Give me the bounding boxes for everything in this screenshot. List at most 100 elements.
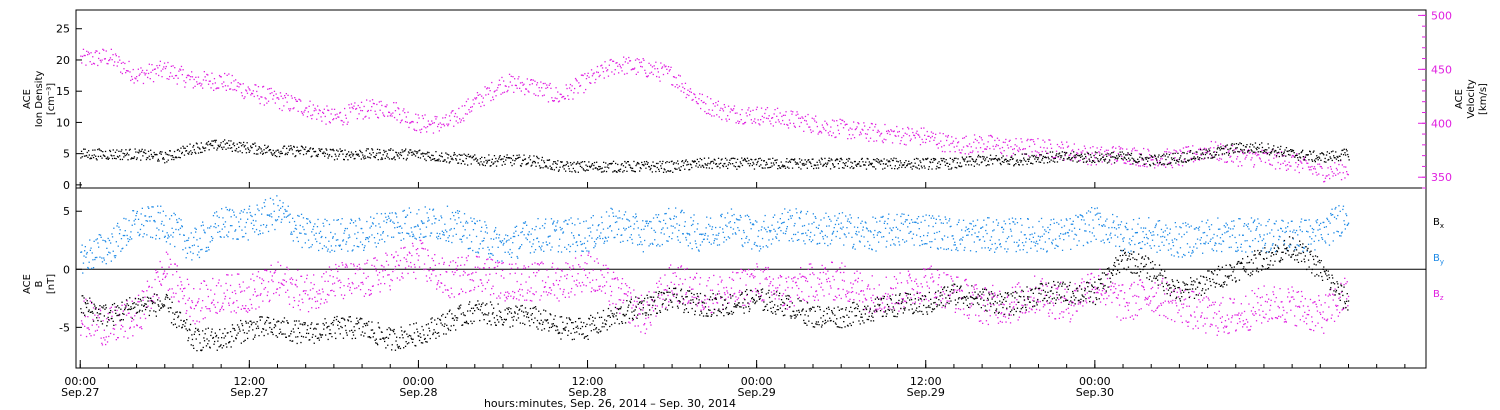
velocity-series-point [508,73,511,75]
by-series-point [938,230,941,233]
by-series-point [94,258,96,261]
by-series-point [111,233,113,235]
by-series-point [936,231,938,234]
velocity-series-point [92,62,95,64]
by-series-point [418,236,421,239]
density-series-point [669,170,671,173]
density-series-point [135,158,138,161]
velocity-series-point [891,142,894,144]
velocity-series-point [1297,164,1300,166]
velocity-series-point [1277,161,1279,164]
velocity-series-point [806,123,808,125]
velocity-series-point [1005,138,1007,141]
by-series-point [214,223,216,225]
density-series-point [151,155,153,157]
density-series-point [989,158,991,160]
density-series-point [938,161,940,163]
by-series-point [142,236,144,238]
density-series-point [937,167,939,169]
by-series-point [789,209,791,211]
by-series-point [449,229,451,231]
by-series-point [1025,241,1027,243]
density-series-point [1200,153,1202,155]
density-series-point [1209,150,1211,152]
by-series-point [829,218,831,220]
by-series-point [437,238,439,240]
density-series-point [289,148,291,150]
density-series-point [495,165,498,167]
density-series-point [505,159,507,161]
by-series-point [628,220,631,222]
velocity-series-point [782,114,785,116]
by-series-point [325,246,327,248]
velocity-series-point [779,112,781,114]
velocity-series-point [1078,160,1081,162]
by-series-point [794,233,797,236]
by-series-point [245,232,247,235]
velocity-series-point [1338,163,1340,166]
by-series-point [898,241,900,243]
density-series-point [494,161,496,163]
velocity-series-point [1052,157,1054,159]
velocity-series-point [1013,148,1015,150]
density-series-point [200,142,202,144]
density-series-point [1020,160,1023,162]
velocity-series-point [954,151,956,153]
density-series-point [1215,154,1217,156]
by-series-point [833,227,835,229]
velocity-series-point [741,109,743,111]
by-series-point [762,246,764,248]
by-series-point [657,214,660,216]
density-series-point [90,157,92,159]
velocity-series-point [584,73,586,75]
density-series-point [273,153,275,155]
velocity-series-point [817,133,819,135]
velocity-series-point [227,85,229,87]
velocity-series-point [476,92,479,94]
velocity-series-point [93,63,96,65]
by-series-point [832,230,835,233]
velocity-series-point [217,87,219,89]
by-series-point [480,230,482,232]
density-series-point [519,156,521,158]
velocity-series-point [754,118,756,120]
velocity-series-point [238,86,240,88]
velocity-series-point [144,74,146,76]
velocity-series-point [412,121,414,123]
by-series-point [541,225,544,227]
by-series-point [1097,212,1099,214]
velocity-series-point [792,111,794,113]
density-series-point [594,167,596,169]
density-series-point [319,149,321,151]
by-series-point [614,221,617,224]
density-series-point [771,165,773,167]
velocity-series-point [1146,166,1148,168]
by-series-point [475,251,477,253]
velocity-series-point [1278,152,1280,154]
by-series-point [884,220,886,222]
density-series-point [1223,147,1225,150]
by-series-point [378,239,381,241]
density-series-point [142,155,144,157]
by-series-point [401,227,403,229]
density-series-point [164,151,167,154]
velocity-series-point [602,71,605,73]
by-series-point [735,233,737,235]
by-series-point [410,227,412,229]
velocity-series-point [634,67,636,69]
by-series-point [995,248,997,250]
density-series-point [656,166,658,169]
velocity-series-point [173,77,175,79]
density-series-point [212,140,214,142]
b-axis-label-line: B [34,280,45,287]
velocity-series-point [683,88,686,90]
density-series-point [1070,158,1073,160]
velocity-series-point [853,137,856,139]
density-series-point [1197,158,1199,160]
by-series-point [406,214,409,216]
by-series-point [313,225,315,228]
velocity-series-point [264,97,266,99]
density-series-point [176,157,178,159]
by-series-point [815,217,817,219]
density-series-point [641,161,643,164]
